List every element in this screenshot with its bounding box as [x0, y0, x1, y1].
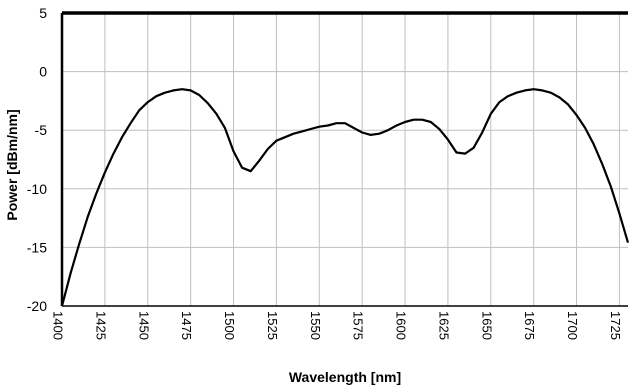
axes [60, 11, 628, 307]
x-tick-label: 1425 [93, 311, 108, 340]
y-tick-label: -15 [27, 239, 47, 255]
y-tick-label: 0 [39, 64, 47, 80]
x-tick-label: 1650 [479, 311, 494, 340]
spectrum-line [60, 88, 629, 307]
y-tick-label: -5 [35, 122, 48, 138]
x-tick-label: 1525 [265, 311, 280, 340]
x-tick-label: 1475 [179, 311, 194, 340]
x-tick-label: 1725 [608, 311, 623, 340]
y-axis-title: Power [dBm/nm] [4, 109, 20, 220]
tick-labels: 1400 1425 1450 1475 1500 1525 1550 1575 1600 1625… [27, 5, 623, 340]
x-tick-label: 1600 [394, 311, 409, 340]
y-tick-label: 5 [39, 5, 47, 21]
x-tick-label: 1700 [565, 311, 580, 340]
x-tick-label: 1550 [308, 311, 323, 340]
x-tick-label: 1625 [436, 311, 451, 340]
x-tick-label: 1450 [136, 311, 151, 340]
x-tick-label: 1575 [351, 311, 366, 340]
x-tick-label: 1500 [222, 311, 237, 340]
x-axis-title: Wavelength [nm] [289, 369, 401, 385]
grid [62, 12, 628, 307]
y-tick-label: -20 [27, 298, 47, 314]
x-tick-label: 1675 [522, 311, 537, 340]
x-tick-label: 1400 [51, 311, 66, 340]
y-tick-label: -10 [27, 181, 47, 197]
plot-area [60, 88, 629, 307]
